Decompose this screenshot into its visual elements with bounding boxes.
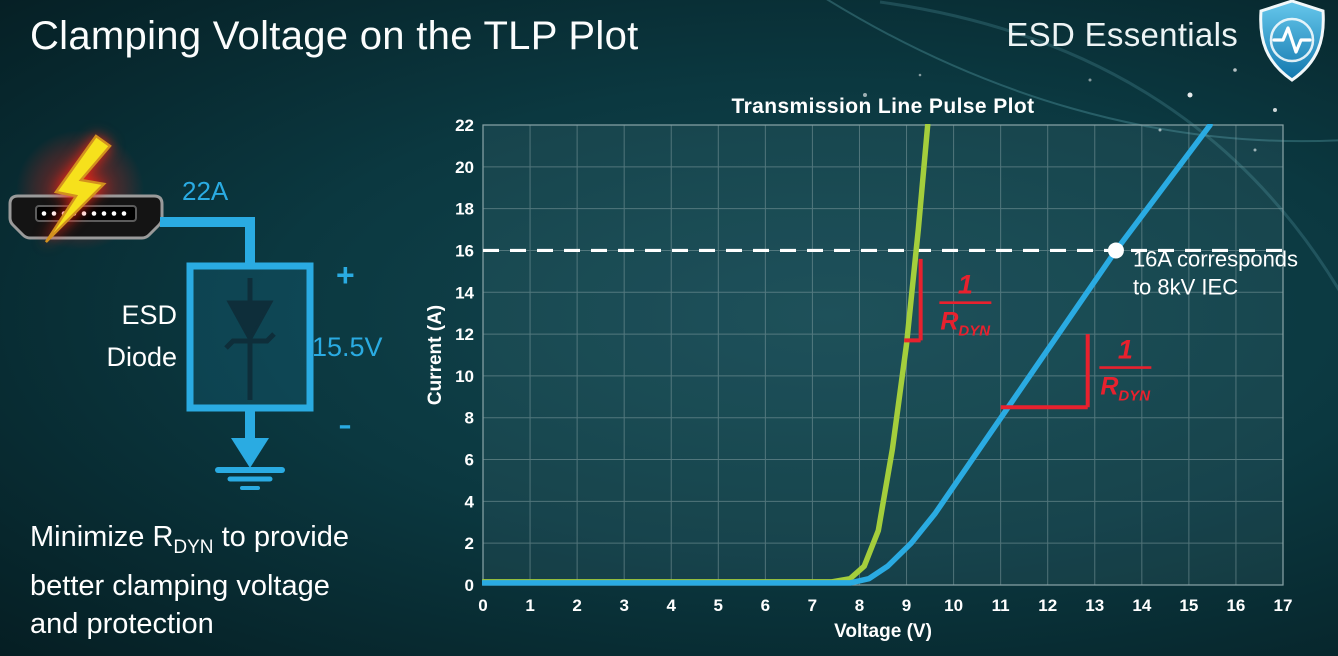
esd-essentials-shield-icon: [1259, 0, 1325, 82]
surge-wire: [160, 217, 255, 264]
caption-line1: Minimize RDYN to provide: [30, 518, 349, 567]
polarity-plus-label: +: [336, 257, 355, 293]
svg-text:1: 1: [1118, 335, 1133, 365]
caption: Minimize RDYN to provide better clamping…: [30, 518, 349, 643]
marker-label: 16A corresponds to 8kV IEC: [1133, 246, 1298, 299]
svg-text:15: 15: [1179, 596, 1198, 615]
ground-arrow: [231, 438, 269, 468]
svg-text:8: 8: [465, 409, 474, 428]
polarity-minus-label: -: [338, 400, 352, 447]
svg-text:20: 20: [455, 158, 474, 177]
surge-current-label: 22A: [182, 176, 229, 206]
svg-text:5: 5: [714, 596, 723, 615]
svg-text:0: 0: [478, 596, 487, 615]
hdmi-connector-icon: [8, 194, 164, 240]
brand-title: ESD Essentials: [1006, 16, 1238, 53]
y-axis-label: Current (A): [425, 305, 446, 405]
svg-text:16: 16: [455, 241, 474, 260]
svg-text:6: 6: [465, 451, 474, 470]
marker-point: [1107, 242, 1124, 259]
zener-diode-symbol: [224, 278, 276, 400]
svg-text:0: 0: [465, 576, 474, 595]
svg-text:22: 22: [455, 116, 474, 135]
caption-line3: and protection: [30, 607, 214, 640]
svg-text:2: 2: [572, 596, 581, 615]
y-tick-labels: 0 2 4 6 8 10 12 14 16 18 20 22: [455, 116, 474, 595]
svg-text:13: 13: [1085, 596, 1104, 615]
svg-text:11: 11: [992, 596, 1010, 615]
device-label-line1: ESD: [121, 300, 177, 330]
page-title: Clamping Voltage on the TLP Plot: [30, 14, 639, 58]
caption-line2: better clamping voltage: [30, 569, 330, 602]
svg-text:16: 16: [1226, 596, 1245, 615]
svg-text:12: 12: [455, 325, 474, 344]
svg-text:4: 4: [465, 492, 475, 511]
svg-text:8: 8: [855, 596, 864, 615]
svg-text:4: 4: [667, 596, 677, 615]
svg-text:3: 3: [619, 596, 628, 615]
svg-text:14: 14: [455, 283, 474, 302]
x-axis-label: Voltage (V): [834, 621, 932, 642]
svg-text:18: 18: [455, 200, 474, 219]
background-swoosh: [879, 0, 1338, 292]
background-swoosh: [826, 0, 1338, 143]
svg-text:1: 1: [525, 596, 534, 615]
series-line-1: [482, 124, 1213, 586]
chart-title: Transmission Line Pulse Plot: [731, 95, 1035, 118]
tlp-chart-svg: 0 1 2 3 4 5 6 7 8 9 10 11 12 13 14 15 16 1702468101214161…: [425, 116, 1298, 642]
svg-text:10: 10: [944, 596, 963, 615]
x-tick-labels: 0 1 2 3 4 5 6 7 8 9 10 11 12 13 14 15 16 17: [478, 596, 1292, 615]
svg-text:6: 6: [761, 596, 770, 615]
device-label-line2: Diode: [106, 342, 177, 372]
ground-symbol: [215, 467, 285, 490]
clamp-voltage-label: 15.5V: [312, 332, 383, 362]
svg-text:14: 14: [1132, 596, 1151, 615]
pulse-icon: [1272, 26, 1312, 54]
caption-line1-text2: to provide: [213, 521, 349, 553]
plot-border: [482, 124, 1284, 586]
svg-text:1: 1: [958, 270, 973, 300]
caption-line1-text: Minimize R: [30, 521, 174, 553]
svg-text:2: 2: [465, 534, 474, 553]
svg-text:7: 7: [808, 596, 817, 615]
svg-text:17: 17: [1274, 596, 1293, 615]
svg-text:12: 12: [1038, 596, 1057, 615]
svg-text:10: 10: [455, 367, 474, 386]
lightning-bolt-icon: [44, 134, 112, 243]
caption-rdyn-subscript: DYN: [173, 536, 214, 558]
esd-circuit-diagram: 22A ESD Diode + 15.5V -: [8, 130, 383, 490]
svg-text:9: 9: [902, 596, 911, 615]
